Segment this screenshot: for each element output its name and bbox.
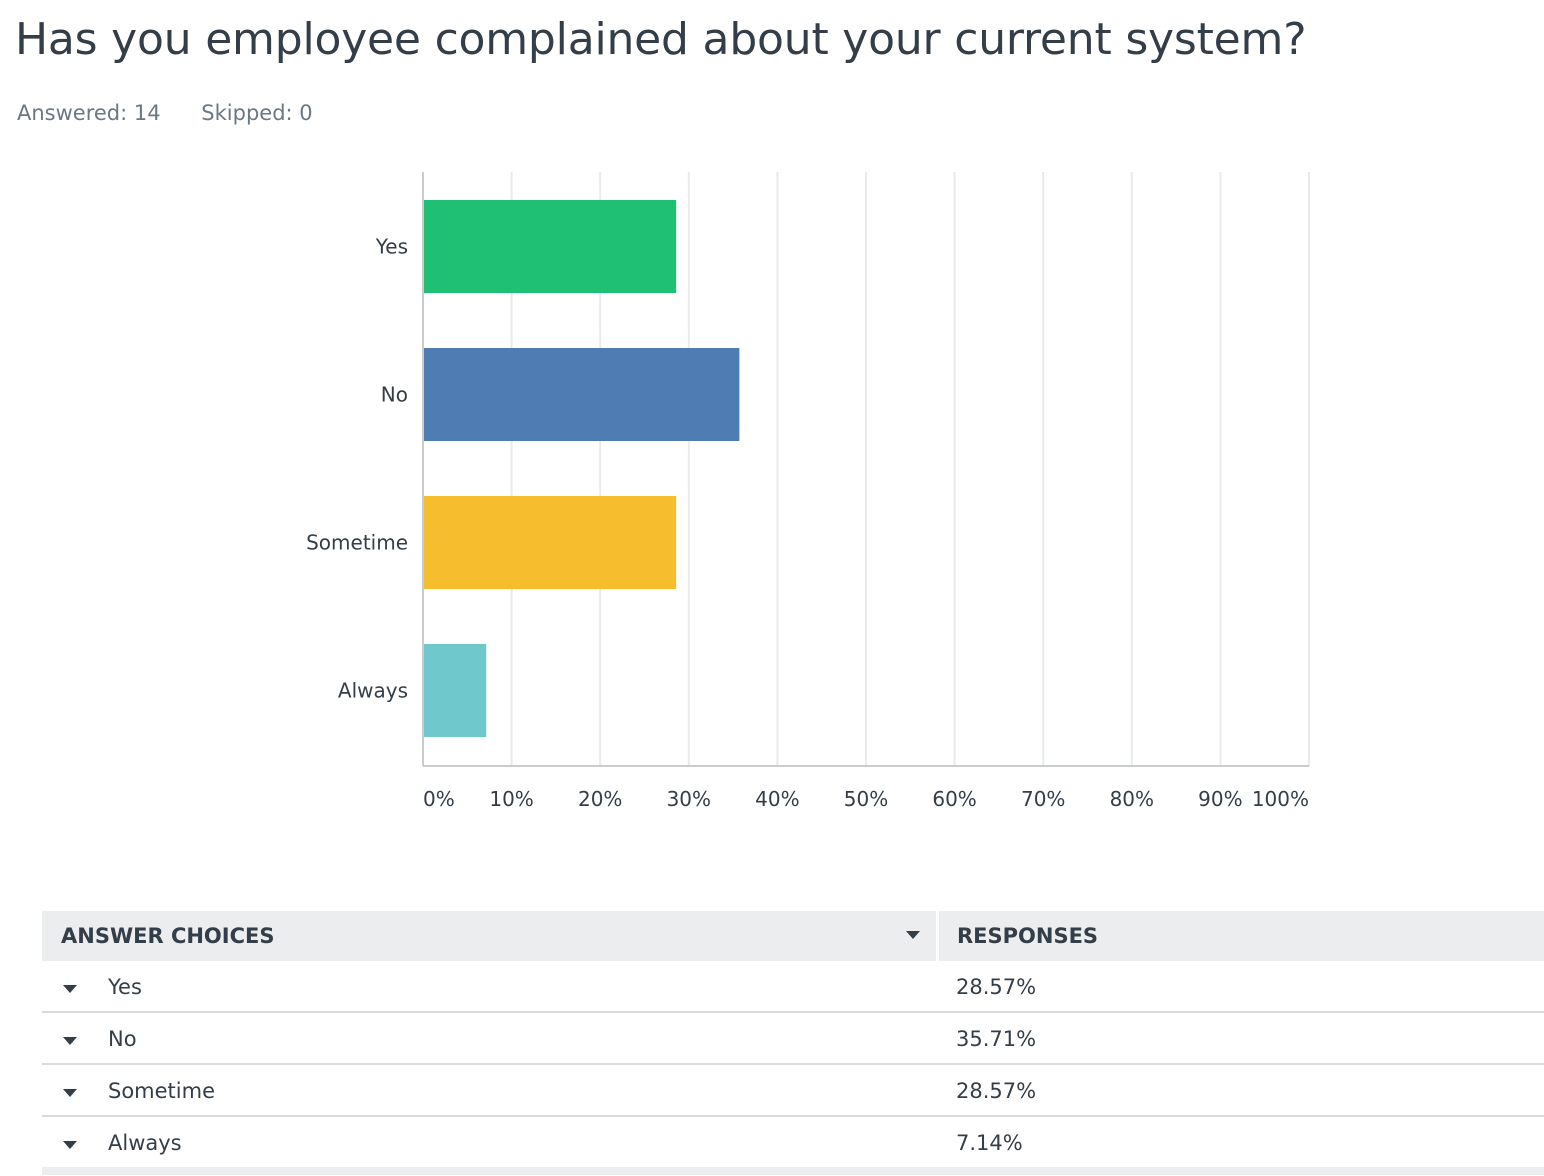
- bar-no: [424, 348, 740, 441]
- chevron-down-icon[interactable]: [906, 931, 920, 939]
- question-title: Has you employee complained about your c…: [15, 14, 1307, 65]
- table-row: Sometime 28.57%: [42, 1065, 1544, 1117]
- table-row: No 35.71%: [42, 1013, 1544, 1065]
- x-tick-label: 0%: [423, 787, 455, 811]
- response-percent: 28.57%: [956, 1079, 1037, 1103]
- category-label: Yes: [375, 235, 408, 259]
- x-tick-label: 40%: [755, 787, 799, 811]
- x-tick-label: 30%: [667, 787, 711, 811]
- x-tick-label: 90%: [1198, 787, 1242, 811]
- answered-count: Answered: 14: [17, 101, 161, 125]
- x-tick-label: 70%: [1021, 787, 1065, 811]
- bar-chart: 0% 10% 20% 30% 40% 50% 60% 70% 80% 90% 100% Yes No So…: [306, 172, 1310, 811]
- bar-yes: [424, 200, 677, 293]
- x-tick-label: 50%: [844, 787, 888, 811]
- chevron-down-icon[interactable]: [63, 1141, 77, 1149]
- table-header: ANSWER CHOICES RESPONSES: [42, 911, 1544, 961]
- header-divider: [936, 911, 939, 961]
- answer-choice-label: No: [108, 1027, 137, 1051]
- skipped-count: Skipped: 0: [201, 101, 313, 125]
- response-stats: Answered: 14 Skipped: 0: [17, 101, 313, 125]
- category-label: No: [381, 383, 408, 407]
- x-tick-label: 60%: [932, 787, 976, 811]
- chevron-down-icon[interactable]: [63, 1037, 77, 1045]
- table-row: Always 7.14%: [42, 1117, 1544, 1175]
- answer-choice-label: Always: [108, 1131, 182, 1155]
- bar-always: [424, 644, 487, 737]
- x-tick-label: 80%: [1110, 787, 1154, 811]
- response-percent: 35.71%: [956, 1027, 1037, 1051]
- answer-choice-label: Sometime: [108, 1079, 215, 1103]
- answer-choice-label: Yes: [108, 975, 142, 999]
- bar-sometime: [424, 496, 677, 589]
- table-row: Yes 28.57%: [42, 961, 1544, 1013]
- answer-table: ANSWER CHOICES RESPONSES Yes 28.57% No 3…: [42, 911, 1544, 1175]
- response-percent: 28.57%: [956, 975, 1037, 999]
- category-label: Always: [338, 679, 408, 703]
- responses-header[interactable]: RESPONSES: [957, 924, 1099, 948]
- x-tick-label: 100%: [1252, 787, 1309, 811]
- x-tick-label: 20%: [578, 787, 622, 811]
- answer-choices-header[interactable]: ANSWER CHOICES: [61, 924, 275, 948]
- chevron-down-icon[interactable]: [63, 985, 77, 993]
- x-tick-label: 10%: [489, 787, 533, 811]
- category-label: Sometime: [306, 531, 408, 555]
- response-percent: 7.14%: [956, 1131, 1023, 1155]
- chevron-down-icon[interactable]: [63, 1089, 77, 1097]
